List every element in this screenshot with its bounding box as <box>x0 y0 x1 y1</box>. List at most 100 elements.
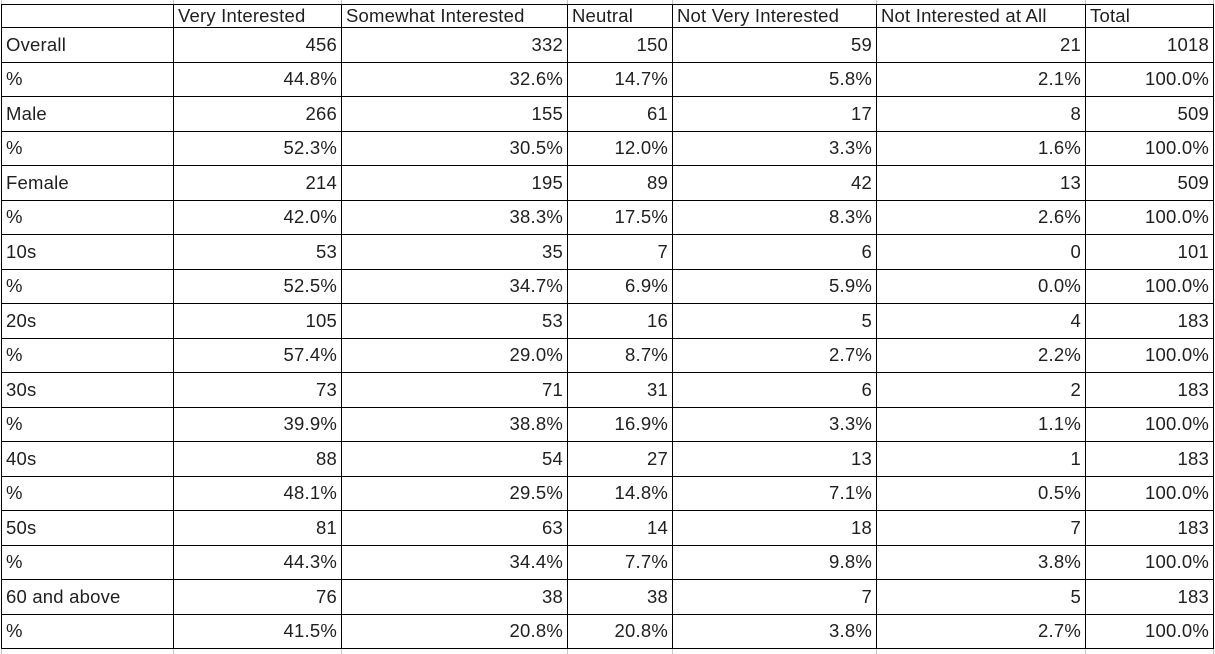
table-cell[interactable]: 16.9% <box>567 406 673 442</box>
table-cell[interactable]: 89 <box>567 165 673 201</box>
row-label[interactable]: 40s <box>1 441 174 477</box>
table-cell[interactable]: 183 <box>1085 372 1214 408</box>
table-cell[interactable]: 3.8% <box>876 544 1086 580</box>
table-cell[interactable]: 54 <box>341 441 568 477</box>
table-cell[interactable]: 31 <box>567 372 673 408</box>
table-cell[interactable]: 30.5% <box>341 130 568 166</box>
table-cell[interactable]: 100.0% <box>1085 199 1214 235</box>
table-cell[interactable]: 4 <box>876 303 1086 339</box>
table-cell[interactable]: 52.5% <box>173 268 342 304</box>
table-cell[interactable]: 1018 <box>1085 27 1214 63</box>
table-cell[interactable]: 6 <box>672 234 877 270</box>
column-header-very-interested[interactable]: Very Interested <box>173 4 342 28</box>
table-cell[interactable]: 100.0% <box>1085 130 1214 166</box>
row-label[interactable]: 30s <box>1 372 174 408</box>
table-cell[interactable]: 100.0% <box>1085 61 1214 97</box>
table-cell[interactable]: 183 <box>1085 303 1214 339</box>
row-label[interactable]: 60 and above <box>1 579 174 615</box>
table-cell[interactable]: 100.0% <box>1085 337 1214 373</box>
table-cell[interactable]: 5 <box>876 579 1086 615</box>
table-cell[interactable]: 20.8% <box>341 613 568 649</box>
table-cell[interactable]: 332 <box>341 27 568 63</box>
table-cell[interactable]: 63 <box>341 510 568 546</box>
table-cell[interactable]: 266 <box>173 96 342 132</box>
table-cell[interactable]: 18 <box>672 510 877 546</box>
row-label[interactable]: % <box>1 337 174 373</box>
table-cell[interactable]: 71 <box>341 372 568 408</box>
table-cell[interactable]: 21 <box>876 27 1086 63</box>
table-cell[interactable]: 42.0% <box>173 199 342 235</box>
table-cell[interactable]: 150 <box>567 27 673 63</box>
table-cell[interactable]: 48.1% <box>173 475 342 511</box>
table-cell[interactable]: 38 <box>567 579 673 615</box>
row-label[interactable]: 50s <box>1 510 174 546</box>
table-cell[interactable]: 38.8% <box>341 406 568 442</box>
table-cell[interactable]: 3.8% <box>672 613 877 649</box>
table-cell[interactable]: 27 <box>567 441 673 477</box>
table-cell[interactable]: 59 <box>672 27 877 63</box>
table-cell[interactable]: 5 <box>672 303 877 339</box>
table-cell[interactable]: 0.5% <box>876 475 1086 511</box>
table-cell[interactable]: 5.9% <box>672 268 877 304</box>
table-cell[interactable]: 12.0% <box>567 130 673 166</box>
row-label[interactable]: % <box>1 199 174 235</box>
table-cell[interactable]: 44.8% <box>173 61 342 97</box>
table-cell[interactable]: 29.0% <box>341 337 568 373</box>
table-cell[interactable]: 16 <box>567 303 673 339</box>
table-cell[interactable]: 183 <box>1085 510 1214 546</box>
table-cell[interactable]: 20.8% <box>567 613 673 649</box>
table-cell[interactable]: 61 <box>567 96 673 132</box>
column-header-not-interested-at-all[interactable]: Not Interested at All <box>876 4 1086 28</box>
table-cell[interactable]: 52.3% <box>173 130 342 166</box>
table-cell[interactable]: 88 <box>173 441 342 477</box>
table-cell[interactable]: 44.3% <box>173 544 342 580</box>
table-cell[interactable]: 17.5% <box>567 199 673 235</box>
table-cell[interactable]: 456 <box>173 27 342 63</box>
table-cell[interactable]: 183 <box>1085 579 1214 615</box>
table-cell[interactable]: 7 <box>567 234 673 270</box>
table-cell[interactable]: 105 <box>173 303 342 339</box>
table-cell[interactable]: 9.8% <box>672 544 877 580</box>
table-cell[interactable]: 14 <box>567 510 673 546</box>
table-cell[interactable]: 35 <box>341 234 568 270</box>
table-cell[interactable]: 17 <box>672 96 877 132</box>
table-cell[interactable]: 3.3% <box>672 406 877 442</box>
corner-cell[interactable] <box>1 4 174 28</box>
table-cell[interactable]: 38.3% <box>341 199 568 235</box>
table-cell[interactable]: 100.0% <box>1085 544 1214 580</box>
row-label[interactable]: % <box>1 61 174 97</box>
table-cell[interactable]: 195 <box>341 165 568 201</box>
table-cell[interactable]: 5.8% <box>672 61 877 97</box>
table-cell[interactable]: 1 <box>876 441 1086 477</box>
table-cell[interactable]: 155 <box>341 96 568 132</box>
table-cell[interactable]: 6.9% <box>567 268 673 304</box>
table-cell[interactable]: 100.0% <box>1085 406 1214 442</box>
table-cell[interactable]: 81 <box>173 510 342 546</box>
table-cell[interactable]: 100.0% <box>1085 475 1214 511</box>
table-cell[interactable]: 34.7% <box>341 268 568 304</box>
table-cell[interactable]: 0 <box>876 234 1086 270</box>
table-cell[interactable]: 39.9% <box>173 406 342 442</box>
table-cell[interactable]: 57.4% <box>173 337 342 373</box>
table-cell[interactable]: 8 <box>876 96 1086 132</box>
row-label[interactable]: Overall <box>1 27 174 63</box>
column-header-not-very-interested[interactable]: Not Very Interested <box>672 4 877 28</box>
table-cell[interactable]: 509 <box>1085 165 1214 201</box>
table-cell[interactable]: 34.4% <box>341 544 568 580</box>
table-cell[interactable]: 2 <box>876 372 1086 408</box>
table-cell[interactable]: 14.7% <box>567 61 673 97</box>
row-label[interactable]: % <box>1 130 174 166</box>
table-cell[interactable]: 53 <box>173 234 342 270</box>
row-label[interactable]: % <box>1 406 174 442</box>
table-cell[interactable]: 7.1% <box>672 475 877 511</box>
table-cell[interactable]: 2.6% <box>876 199 1086 235</box>
table-cell[interactable]: 73 <box>173 372 342 408</box>
table-cell[interactable]: 1.1% <box>876 406 1086 442</box>
table-cell[interactable]: 14.8% <box>567 475 673 511</box>
table-cell[interactable]: 8.3% <box>672 199 877 235</box>
column-header-somewhat-interested[interactable]: Somewhat Interested <box>341 4 568 28</box>
row-label[interactable]: 10s <box>1 234 174 270</box>
table-cell[interactable]: 1.6% <box>876 130 1086 166</box>
table-cell[interactable]: 183 <box>1085 441 1214 477</box>
table-cell[interactable]: 100.0% <box>1085 613 1214 649</box>
